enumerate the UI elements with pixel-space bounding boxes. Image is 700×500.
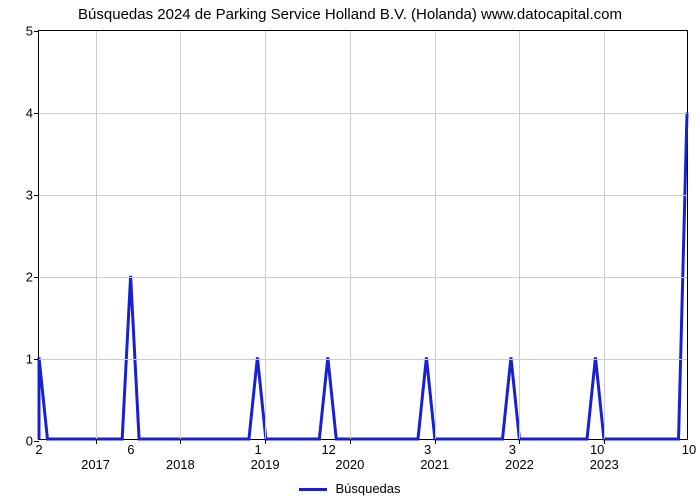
gridline-h — [39, 359, 687, 360]
chart-title: Búsquedas 2024 de Parking Service Hollan… — [0, 6, 700, 23]
gridline-h — [39, 195, 687, 196]
spike-value-label: 1 — [254, 442, 261, 457]
spike-value-label: 3 — [509, 442, 516, 457]
gridline-v — [435, 31, 436, 439]
gridline-v — [265, 31, 266, 439]
x-tick — [265, 439, 266, 444]
y-tick-label: 2 — [26, 270, 33, 285]
spike-value-label: 6 — [127, 442, 134, 457]
x-tick-label: 2020 — [335, 457, 364, 472]
x-tick — [519, 439, 520, 444]
x-tick-label: 2022 — [505, 457, 534, 472]
x-tick-label: 2017 — [81, 457, 110, 472]
legend-swatch — [299, 488, 327, 491]
spike-value-label: 10 — [590, 442, 604, 457]
y-tick — [34, 359, 39, 360]
x-tick — [350, 439, 351, 444]
y-tick — [34, 113, 39, 114]
x-tick-label: 2021 — [420, 457, 449, 472]
series-line — [39, 113, 687, 439]
y-tick-label: 1 — [26, 352, 33, 367]
y-tick — [34, 31, 39, 32]
y-tick-label: 4 — [26, 106, 33, 121]
x-tick — [96, 439, 97, 444]
y-tick-label: 0 — [26, 434, 33, 449]
gridline-v — [350, 31, 351, 439]
x-tick-label: 2019 — [251, 457, 280, 472]
gridline-v — [96, 31, 97, 439]
x-tick-label: 2023 — [590, 457, 619, 472]
legend: Búsquedas — [0, 481, 700, 496]
plot-area: 0123452017201820192020202120222023261123… — [38, 30, 688, 440]
spike-value-label: 12 — [321, 442, 335, 457]
y-tick — [34, 195, 39, 196]
legend-label: Búsquedas — [335, 481, 400, 496]
gridline-v — [604, 31, 605, 439]
gridline-v — [180, 31, 181, 439]
gridline-v — [519, 31, 520, 439]
chart-container: { "chart": { "type": "line-spikes", "tit… — [0, 0, 700, 500]
y-tick-label: 5 — [26, 24, 33, 39]
y-tick-label: 3 — [26, 188, 33, 203]
x-tick — [180, 439, 181, 444]
y-tick — [34, 277, 39, 278]
gridline-h — [39, 113, 687, 114]
gridline-h — [39, 277, 687, 278]
spike-value-label: 10 — [682, 442, 696, 457]
spike-value-label: 3 — [424, 442, 431, 457]
spike-value-label: 2 — [35, 442, 42, 457]
x-tick-label: 2018 — [166, 457, 195, 472]
line-series — [39, 31, 687, 439]
x-tick — [435, 439, 436, 444]
